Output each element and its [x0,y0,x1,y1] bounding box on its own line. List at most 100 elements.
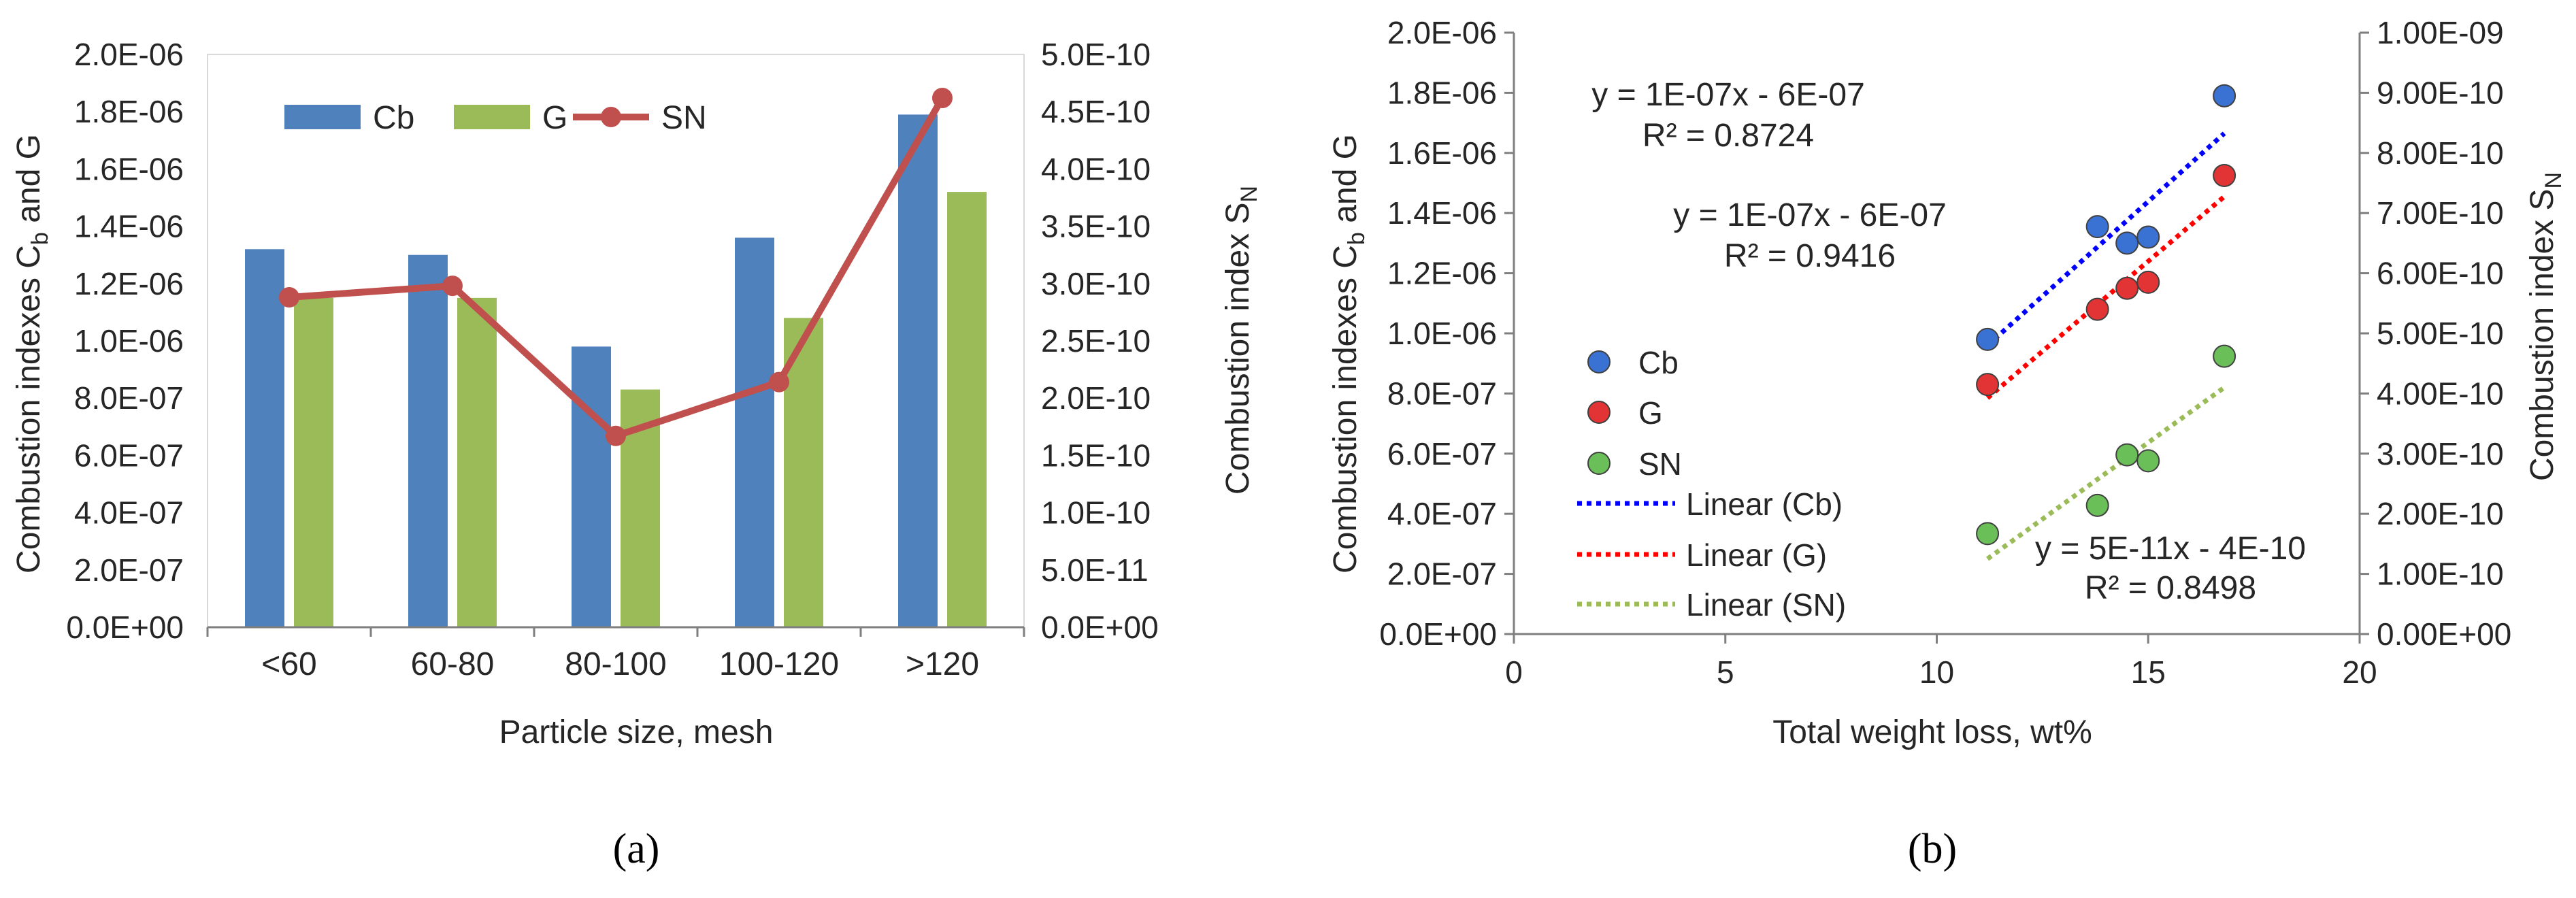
b-point-cb [2115,231,2139,255]
a-y-tick-label: 6.0E-07 [74,437,184,473]
a-legend-marker-sn [601,107,621,127]
b-equation-sn: y = 5E-11x - 4E-10 [2035,531,2306,567]
a-sn-point [279,287,299,308]
a-y-tick-label: 8.0E-07 [74,380,184,416]
a-y-tick-label: 1.2E-06 [74,266,184,301]
a-bar-cb [572,346,611,627]
b-point-g [2136,270,2160,294]
b-y2-tick-label: 1.00E-09 [2377,15,2504,50]
b-point-sn [2136,449,2160,473]
b-y-tick-label: 1.6E-06 [1387,135,1497,171]
a-axes: <60 60-80 80-100 100-120 >120 0.0E+00 2.0E-07 4… [66,37,1158,682]
a-y-tick-label: 1.8E-06 [74,94,184,129]
b-equation-cb: y = 1E-07x - 6E-07 [1591,77,1865,113]
a-bar-g [784,318,823,627]
panel-b-scatter-chart: 0 5 10 15 20 0.0E+00 2.0E-07 4.0E-07 6.0E-07 8.0E… [1327,15,2566,872]
b-point-cb [2213,84,2236,107]
b-legend-label-linear-sn: Linear (SN) [1686,587,1846,622]
a-bar-cb [245,249,284,627]
b-trendline-sn [1986,385,2226,561]
b-point-sn [2213,344,2236,368]
b-x-tick-label: 15 [2131,654,2166,690]
b-y-tick-label: 8.0E-07 [1387,376,1497,411]
a-bar-g [947,192,987,628]
a-bar-g [294,297,333,627]
b-equation-g: y = 1E-07x - 6E-07 [1673,197,1947,233]
b-y-tick-label: 1.8E-06 [1387,75,1497,110]
b-y-tick-label: 2.0E-06 [1387,15,1497,50]
b-y2-tick-label: 1.00E-10 [2377,556,2504,592]
a-x-tick-label: 100-120 [719,646,839,682]
b-point-cb [2085,215,2109,239]
a-y-tick-label: 2.0E-07 [74,552,184,588]
a-bar-cb [898,114,938,627]
a-y2-tick-label: 3.0E-10 [1041,266,1151,301]
b-y-tick-label: 1.2E-06 [1387,256,1497,291]
b-y2-tick-label: 3.00E-10 [2377,436,2504,471]
b-y-tick-label: 4.0E-07 [1387,496,1497,531]
a-y2-tick-label: 0.0E+00 [1041,610,1159,645]
b-legend-label-linear-cb: Linear (Cb) [1686,486,1843,522]
a-legend-swatch-g [454,105,530,129]
b-legend-marker-cb [1587,350,1611,373]
a-y2-axis-label: Combustion index SN [1220,186,1262,495]
b-equations: y = 1E-07x - 6E-07 R² = 0.8724 y = 1E-07x … [1591,77,2306,606]
b-legend-label-linear-g: Linear (G) [1686,537,1827,573]
b-y2-tick-label: 5.00E-10 [2377,316,2504,351]
b-y2-axis-label: Combustion index SN [2524,172,2566,481]
b-point-sn [1976,522,2000,546]
b-y-tick-label: 2.0E-07 [1387,556,1497,592]
a-sn-point [769,371,789,393]
b-panel-label: (b) [1908,826,1957,872]
b-point-cb [1976,327,2000,351]
b-x-tick-label: 10 [1919,654,1954,690]
b-r2-sn: R² = 0.8498 [2085,570,2256,606]
a-sn-series-line [288,96,946,439]
a-bar-cb [735,237,774,627]
a-x-tick-label: >120 [906,646,979,682]
b-y2-tick-label: 4.00E-10 [2377,376,2504,411]
b-r2-cb: R² = 0.8724 [1642,118,1814,154]
b-x-tick-label: 0 [1505,654,1523,690]
b-r2-g: R² = 0.9416 [1724,238,1896,274]
b-axes: 0 5 10 15 20 0.0E+00 2.0E-07 4.0E-07 6.0E-07 8.0E… [1379,15,2511,690]
a-bar-cb [408,254,448,627]
a-y2-tick-label: 2.0E-10 [1041,380,1151,416]
a-legend-label-cb: Cb [373,100,414,136]
b-point-g [1976,373,2000,397]
a-y2-tick-label: 4.0E-10 [1041,151,1151,186]
a-x-axis-label: Particle size, mesh [499,714,774,750]
a-x-tick-label: 80-100 [565,646,666,682]
a-legend-label-g: G [542,100,567,136]
b-x-tick-label: 5 [1717,654,1734,690]
b-legend-label-cb: Cb [1638,345,1679,380]
a-y2-tick-label: 3.5E-10 [1041,209,1151,244]
b-legend-label-g: G [1638,395,1663,431]
b-point-g [2213,163,2236,187]
b-legend-label-sn: SN [1638,446,1682,482]
a-sn-point [932,87,953,108]
b-x-axis-label: Total weight loss, wt% [1772,714,2092,750]
a-y-axis-label: Combustion indexes Cb and G [11,134,53,573]
b-y2-tick-label: 2.00E-10 [2377,496,2504,531]
b-legend-marker-sn [1587,452,1611,475]
b-trendlines [1985,131,2226,561]
b-y-tick-label: 1.0E-06 [1387,316,1497,351]
b-point-g [2085,297,2109,321]
b-y-tick-label: 0.0E+00 [1379,616,1497,652]
a-y2-tick-label: 1.5E-10 [1041,437,1151,473]
b-y2-tick-label: 8.00E-10 [2377,135,2504,171]
a-y-tick-label: 4.0E-07 [74,495,184,531]
b-y2-tick-label: 6.00E-10 [2377,256,2504,291]
b-points [1976,84,2236,546]
b-y2-tick-label: 9.00E-10 [2377,75,2504,110]
a-y-tick-label: 1.4E-06 [74,209,184,244]
b-y-tick-label: 6.0E-07 [1387,436,1497,471]
b-y2-tick-label: 0.00E+00 [2377,616,2511,652]
a-y-tick-label: 1.0E-06 [74,323,184,359]
b-y-axis-label: Combustion indexes Cb and G [1327,134,1370,573]
b-point-g [2115,276,2139,300]
b-point-sn [2085,493,2109,517]
b-x-tick-label: 20 [2342,654,2377,690]
